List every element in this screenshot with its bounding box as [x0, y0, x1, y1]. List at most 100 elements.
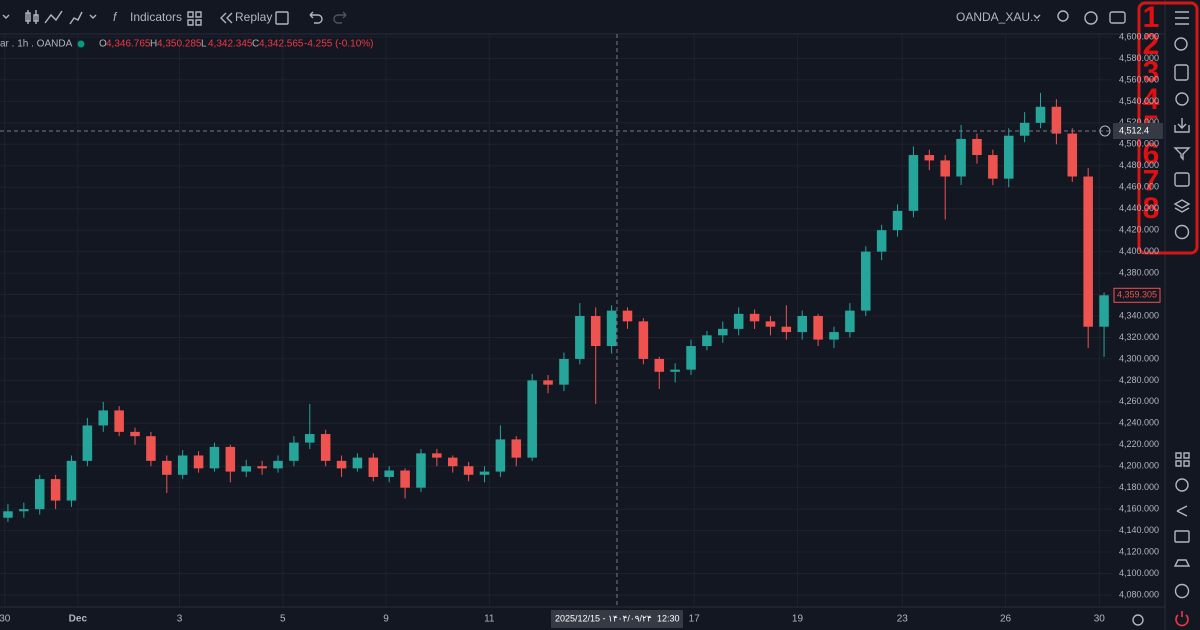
candle-body	[511, 439, 522, 458]
x-tick-label: 26	[1000, 614, 1012, 625]
add-alert-button[interactable]	[1099, 125, 1111, 137]
chart-type-button[interactable]	[69, 11, 83, 25]
candle-body	[1019, 122, 1030, 136]
candle-body	[988, 155, 998, 179]
legend-value: 4,342.345	[208, 39, 253, 50]
toolbar	[0, 0, 1165, 34]
candle-body	[575, 315, 585, 359]
trading-button[interactable]	[1173, 559, 1191, 567]
candle-body	[1035, 106, 1046, 123]
y-tick-label: 4,500.000	[1119, 139, 1159, 149]
x-tick-label: 19	[792, 614, 804, 625]
candle-body	[861, 251, 871, 311]
interval-menu[interactable]	[2, 14, 10, 19]
download-button[interactable]	[1174, 118, 1190, 133]
account-button[interactable]	[1174, 530, 1190, 543]
annotation-number: 2	[1143, 28, 1160, 61]
indicators-button[interactable]: Indicators	[130, 10, 182, 24]
annotation-number: 1	[1143, 1, 1160, 34]
candles	[3, 92, 1109, 523]
y-tick-label: 4,200.000	[1119, 461, 1159, 471]
menu-button[interactable]	[1175, 11, 1189, 25]
symbol-search[interactable]: OANDA_XAU...	[956, 10, 1040, 24]
templates-button[interactable]	[187, 11, 202, 26]
indicators-icon[interactable]: f	[113, 10, 118, 24]
legend-key: C	[252, 39, 259, 50]
candle-body	[82, 425, 93, 461]
candle-body	[670, 369, 680, 372]
candle-body	[797, 315, 807, 333]
line-type-button[interactable]	[44, 10, 63, 24]
zoom-button[interactable]	[1057, 10, 1069, 22]
candle-body	[479, 471, 490, 475]
replay-button[interactable]: Replay	[235, 10, 272, 24]
candle-body	[1003, 135, 1014, 179]
market-status	[77, 40, 85, 48]
crosshair-time: 12:30	[657, 613, 680, 623]
candle-body	[34, 479, 45, 510]
candle-body	[733, 313, 744, 329]
candle-type-button[interactable]	[25, 10, 39, 24]
candle-body	[241, 466, 251, 472]
replay-icon[interactable]	[220, 12, 233, 24]
support-button[interactable]	[1175, 478, 1189, 492]
chart-type-menu[interactable]	[89, 14, 97, 19]
x-tick-label: 11	[484, 614, 495, 625]
y-tick-label: 4,560.000	[1119, 74, 1159, 84]
grid	[0, 34, 1112, 607]
y-tick-label: 4,540.000	[1119, 96, 1159, 106]
last-price-box	[1113, 287, 1161, 303]
x-tick-label: 30	[1094, 614, 1106, 625]
apps-button[interactable]	[1175, 452, 1190, 467]
settings-button[interactable]	[1084, 11, 1098, 25]
candle-body	[606, 310, 617, 347]
candle-body	[527, 380, 537, 458]
legend-key: H	[150, 39, 157, 50]
candle-body	[130, 431, 140, 437]
globe-button[interactable]	[1174, 224, 1190, 240]
candle-body	[876, 230, 887, 252]
candle-body	[702, 335, 712, 347]
screener-button[interactable]	[1173, 147, 1191, 161]
y-tick-label: 4,080.000	[1119, 589, 1159, 599]
candle-body	[972, 138, 982, 156]
axis-settings[interactable]	[1132, 614, 1144, 626]
candle-body	[638, 321, 649, 359]
crosshair-price-label: 4,512.4	[1119, 125, 1149, 135]
snapshot-button[interactable]	[1109, 11, 1126, 24]
power-button[interactable]	[1175, 611, 1189, 627]
info-button[interactable]	[1174, 583, 1190, 599]
last-price-label: 4,359.305	[1117, 290, 1157, 300]
candle-body	[114, 410, 124, 432]
y-tick-label: 4,140.000	[1119, 525, 1159, 535]
candle-body	[368, 457, 379, 477]
y-tick-label: 4,300.000	[1119, 353, 1159, 363]
candle-body	[384, 470, 394, 477]
symbol-menu[interactable]	[1033, 14, 1041, 19]
annotation-number: 4	[1143, 83, 1160, 116]
x-tick-label: 17	[689, 614, 701, 625]
candle-body	[193, 455, 204, 469]
alerts-button[interactable]	[1175, 92, 1189, 106]
fullscreen-button[interactable]	[275, 11, 289, 25]
layers-button[interactable]	[1173, 199, 1191, 213]
candle-body	[1067, 133, 1078, 177]
candle-body	[1099, 295, 1109, 327]
undo-button[interactable]	[309, 11, 323, 24]
x-tick-label: Dec	[69, 614, 88, 625]
watchlist-button[interactable]	[1174, 64, 1189, 81]
candle-body	[336, 460, 347, 469]
x-tick-label: 30	[0, 614, 11, 625]
candle-body	[781, 326, 792, 333]
crosshair-price-box	[1113, 123, 1163, 140]
y-tick-label: 4,480.000	[1119, 160, 1159, 170]
candle-body	[543, 380, 553, 385]
y-tick-label: 4,420.000	[1119, 225, 1159, 235]
share-button[interactable]	[1176, 505, 1188, 517]
calendar-button[interactable]	[1174, 172, 1190, 187]
search-button[interactable]	[1174, 37, 1188, 51]
candle-body	[289, 442, 299, 461]
redo-button[interactable]	[333, 11, 347, 24]
candle-body	[66, 460, 77, 501]
candle-body	[225, 446, 236, 472]
